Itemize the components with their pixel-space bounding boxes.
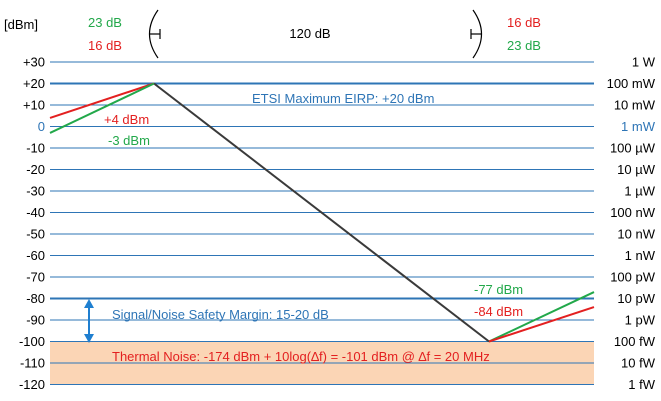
red-start-label: +4 dBm bbox=[104, 112, 149, 127]
green-start-label: -3 dBm bbox=[108, 133, 150, 148]
right-tick-label: 10 fW bbox=[621, 356, 656, 371]
red-tx-segment bbox=[49, 82, 155, 119]
right-tick-label: 10 nW bbox=[617, 227, 655, 242]
top-left-green-label: 23 dB bbox=[88, 15, 122, 30]
left-tick-label: -40 bbox=[26, 205, 45, 220]
right-tick-label: 1 W bbox=[632, 55, 656, 70]
left-tick-label: -20 bbox=[26, 162, 45, 177]
left-tick-label: +10 bbox=[23, 98, 45, 113]
right-tick-label: 100 pW bbox=[610, 270, 656, 285]
left-tick-label: -10 bbox=[26, 141, 45, 156]
top-right-green-label: 23 dB bbox=[507, 38, 541, 53]
green-rx-segment bbox=[488, 291, 595, 343]
red-rx-segment bbox=[488, 306, 595, 343]
margin-arrow bbox=[84, 299, 94, 343]
left-tick-label: -100 bbox=[19, 334, 45, 349]
grid-lines bbox=[50, 61, 594, 385]
left-tick-label: -90 bbox=[26, 313, 45, 328]
left-tick-label: -50 bbox=[26, 227, 45, 242]
right-tick-label: 10 mW bbox=[614, 98, 656, 113]
snr-margin-label: Signal/Noise Safety Margin: 15-20 dB bbox=[112, 307, 329, 322]
left-tick-label: -120 bbox=[19, 377, 45, 392]
green-end-label: -77 dBm bbox=[474, 282, 523, 297]
right-tick-label: 1 µW bbox=[624, 184, 655, 199]
left-tick-label: +20 bbox=[23, 76, 45, 91]
right-tick-label: 100 µW bbox=[610, 141, 656, 156]
left-tick-label: -80 bbox=[26, 291, 45, 306]
right-tick-label: 100 mW bbox=[607, 76, 656, 91]
right-tick-label: 100 fW bbox=[614, 334, 656, 349]
right-power-ticks: 1 W 100 mW 10 mW 1 mW 100 µW 10 µW 1 µW 100 nW 1… bbox=[607, 55, 656, 393]
right-tick-label: 1 pW bbox=[625, 313, 656, 328]
left-dbm-ticks: +30 +20 +10 0 -10 -20 -30 -40 -50 -60 -70 -80 -90 -10… bbox=[19, 55, 45, 393]
top-right-red-label: 16 dB bbox=[507, 15, 541, 30]
green-tx-segment bbox=[49, 82, 155, 134]
left-tick-label: -110 bbox=[20, 356, 45, 371]
right-tick-label: 1 nW bbox=[625, 248, 656, 263]
top-left-red-label: 16 dB bbox=[88, 38, 122, 53]
right-tick-label: 10 µW bbox=[617, 162, 656, 177]
red-end-label: -84 dBm bbox=[474, 304, 523, 319]
right-tick-label: 1 mW bbox=[621, 119, 656, 134]
left-tick-label: +30 bbox=[23, 55, 45, 70]
left-tick-label: -30 bbox=[26, 184, 45, 199]
right-tick-label: 10 pW bbox=[617, 291, 655, 306]
right-tick-label: 1 fW bbox=[628, 377, 655, 392]
thermal-noise-label: Thermal Noise: -174 dBm + 10log(∆f) = -1… bbox=[112, 349, 490, 364]
left-tick-label: -70 bbox=[26, 270, 45, 285]
left-tick-label: -60 bbox=[26, 248, 45, 263]
left-tick-label: 0 bbox=[38, 119, 45, 134]
right-tick-label: 100 nW bbox=[610, 205, 656, 220]
y-unit-label: [dBm] bbox=[4, 17, 38, 32]
path-loss-line bbox=[153, 82, 490, 343]
eirp-label: ETSI Maximum EIRP: +20 dBm bbox=[252, 91, 434, 106]
span-label: 120 dB bbox=[289, 26, 330, 41]
